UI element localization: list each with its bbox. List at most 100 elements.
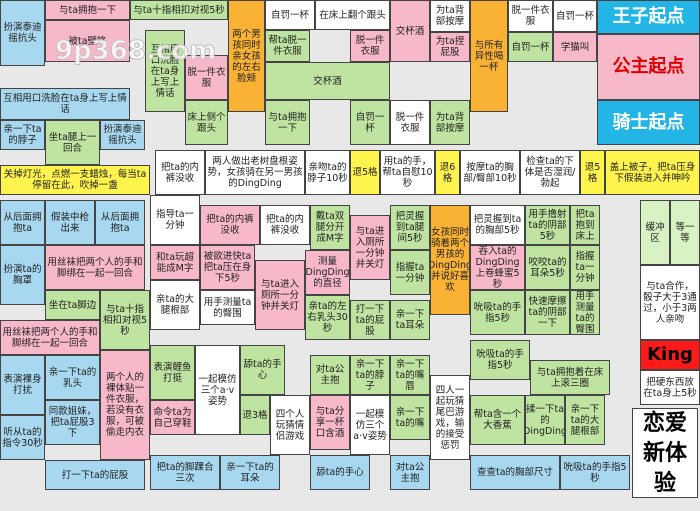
board-cell: 听从ta的指令30秒	[0, 415, 45, 460]
board-cell: 用丝袜把两个人的手和脚绑在一起一回合	[0, 320, 100, 355]
board-cell: 从后面拥抱ta	[95, 200, 145, 245]
board-cell: 关掉灯光，点燃一支蜡烛，每当ta停留在此，吹掉一盏	[0, 165, 150, 195]
board-cell: 与ta分享一杯口含酒	[310, 395, 350, 450]
board-cell: 亲一下ta的嘴	[390, 395, 430, 440]
board-cell: 把ta的内裤没收	[260, 205, 310, 245]
board-cell: 亲一下ta的耳朵	[220, 455, 280, 490]
board-cell: 与所有异性喝一杯	[470, 0, 508, 112]
board-title: 恋爱新体验	[632, 408, 698, 498]
board-cell: 一起模仿三个a·v姿势	[350, 395, 390, 455]
board-cell: 吮吸ta的手指5秒	[470, 340, 530, 380]
board-cell: 指导ta一分钟	[150, 195, 200, 245]
board-cell: 亲一下ta的脖子	[0, 120, 45, 150]
board-cell: 缓冲区	[640, 200, 670, 265]
board-cell: 为ta背部按摩	[430, 0, 470, 32]
board-cell: 快速摩擦ta的阴部一下	[525, 290, 570, 335]
board-cell: 把ta的内裤没收	[200, 205, 260, 245]
board-cell: 吮吸ta的手指5秒	[560, 455, 630, 490]
board-cell: 与ta拥抱一下	[45, 0, 130, 20]
board-cell: 从后面拥抱ta	[0, 200, 45, 245]
board-cell: 命令ta为自己穿鞋	[150, 400, 195, 435]
board-cell: 按摩ta的胸部/臀部10秒	[460, 150, 520, 195]
board-cell: 亲ta的左右乳头30秒	[305, 295, 350, 340]
board-cell: King	[640, 340, 700, 370]
board-cell: 为ta背部按摩	[430, 100, 470, 145]
board-cell: 盖上被子，把ta压身下假装进入并呻吟	[605, 150, 700, 195]
board-cell: 把灵握到ta的胸部5秒	[470, 205, 525, 245]
board-cell: 和ta玩超能成M字	[150, 245, 200, 280]
board-cell: 舔ta的手心	[310, 455, 370, 490]
board-cell: 亲一下ta的大腿根部	[565, 395, 605, 445]
board-cell: 揉一下ta的DingDing	[525, 395, 565, 445]
board-cell: 自罚一杯	[553, 0, 597, 32]
board-cell: 被ta壁咚	[45, 20, 130, 62]
board-cell: 查查ta的胸部尺寸	[470, 455, 560, 490]
board-cell: 吞入ta的DingDing上卷蜂蜜5秒	[470, 245, 525, 290]
board-cell: 用ta的手，帮ta自慰10秒	[380, 150, 435, 195]
board-cell: 在床上翻个跟头	[315, 0, 390, 30]
board-cell: 与ta进入厕所一分钟并关灯	[255, 260, 305, 330]
board-cell: 坐在ta脚边	[45, 290, 100, 320]
board-cell: 两个人的裸体贴一件衣服，若没有衣服，可被偷走内衣	[100, 350, 150, 460]
board-cell: 帮ta含一个大香蕉	[470, 395, 525, 445]
board-cell: 戴ta双腿分开成M字	[310, 205, 350, 250]
board-cell: 自罚一杯	[350, 100, 390, 145]
board-cell: 与ta拥抱一下	[265, 100, 310, 145]
board-cell: 等一等	[670, 200, 700, 265]
board-cell: 咬咬ta的耳朵5秒	[525, 245, 570, 290]
board-cell: 被欲进快ta把ta压在身下5秒	[200, 245, 255, 290]
board-cell: 舔ta的手心	[240, 345, 285, 395]
board-cell: 一起模仿三个a·v姿势	[195, 345, 240, 435]
board-cell: 亲一下ta的乳头	[45, 355, 100, 400]
board-cell: 脱一件衣服	[350, 30, 390, 62]
board-cell: 坐ta腿上一回合	[45, 120, 100, 165]
board-cell: 亲吻ta的脖子10秒	[305, 150, 350, 195]
board-cell: 骑士起点	[597, 100, 700, 145]
board-cell: 用手测量ta的臀围	[570, 290, 600, 335]
board-cell: 扮演ta的胸罩	[0, 245, 45, 305]
board-cell: 亲ta的大腿根部	[150, 280, 200, 330]
board-cell: 用手撸射ta的阴部5秒	[525, 205, 570, 245]
board-cell: 与ta拥抱着在床上滚三圈	[530, 360, 610, 395]
board-cell: 吮吸ta的手指5秒	[470, 290, 525, 335]
board-cell: 亲一下ta耳朵	[390, 300, 430, 340]
board-cell: 交杯酒	[390, 0, 430, 62]
board-cell: 为ta捏屁股	[430, 32, 470, 62]
board-cell: 表演裸身打扰	[0, 355, 45, 415]
board-cell: 亲一下ta的嘴唇	[390, 355, 430, 395]
board-cell: 把ta的内裤没收	[155, 150, 205, 195]
board-cell: 退6格	[435, 150, 460, 195]
board-cell: 用丝袜把两个人的手和脚绑在一起一回合	[45, 245, 145, 290]
board-cell: 四人一起玩猜尾巴游戏，输的接受惩罚	[430, 375, 470, 460]
board-cell: 同款姐妹，把ta屁股3下	[45, 400, 100, 445]
board-cell: 检查ta的下体是否湿润/勃起	[520, 150, 580, 195]
board-cell: 王子起点	[597, 0, 700, 34]
board-cell: 退3格	[240, 395, 270, 435]
board-cell: 表演鲤鱼打挺	[150, 345, 195, 400]
board-cell: 假装中枪出来	[45, 200, 95, 245]
board-cell: 退5格	[350, 150, 380, 195]
board-cell: 脱一件衣服	[185, 55, 228, 100]
board-cell: 学猫叫	[553, 32, 597, 62]
board-cell: 与ta进入厕所一分钟并关灯	[350, 215, 390, 280]
board-cell: 四个人玩猜情侣游戏	[270, 395, 310, 455]
board-cell: 两人做出老树盘根姿势，女孩骑在另一男孩的DingDing	[205, 150, 305, 195]
board-cell: 用手测量ta的臀围	[200, 290, 255, 325]
board-cell: 互相用口洗脸在ta身上写上情话	[145, 30, 185, 112]
board-cell: 指握ta一分钟	[390, 250, 430, 295]
board-cell: 女孩同时骑着两个男孩的DingDing并说好喜欢	[430, 205, 470, 315]
board-cell: 把硬东西放在ta身上5秒	[640, 370, 700, 405]
board-cell: 与ta合作，骰子大于3通过，小于3两人亲吻	[640, 265, 700, 340]
board-cell: 与ta十指相扣对视5秒	[100, 290, 150, 350]
board-cell: 与ta十指相扣对视5秒	[130, 0, 228, 20]
board-cell: 床上侧个跟头	[185, 100, 228, 145]
board-cell: 对ta公主抱	[390, 455, 430, 490]
board-cell: 帮ta脱一件衣服	[265, 30, 310, 62]
board-cell: 交杯酒	[265, 62, 390, 100]
board-cell: 互相用口洗脸在ta身上写上情话	[0, 88, 130, 120]
board-cell: 脱一件衣服	[508, 0, 553, 32]
board-cell: 打一下ta的屁股	[350, 300, 390, 340]
board-cell: 扮演泰迪摇抗头	[100, 120, 145, 150]
board-cell: 退5格	[580, 150, 605, 195]
